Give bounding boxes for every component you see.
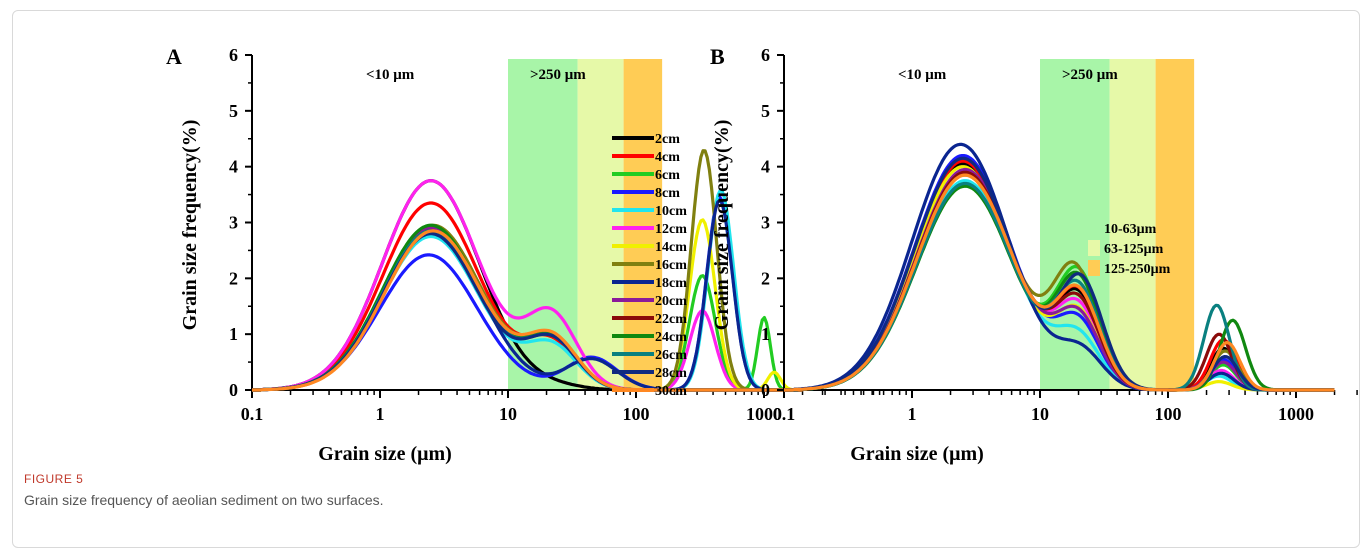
y-tick-label: 1 xyxy=(229,324,238,344)
legend-label: 125-250μm xyxy=(1104,262,1171,277)
xlabel-b: Grain size (μm) xyxy=(850,443,984,465)
legend-label: 22cm xyxy=(655,312,687,327)
panel-label-b: B xyxy=(710,44,725,69)
x-tick-label: 100 xyxy=(623,404,650,424)
x-tick-label: 0.1 xyxy=(241,404,264,424)
y-tick-label: 3 xyxy=(761,213,770,233)
x-tick-label: 1 xyxy=(908,404,917,424)
x-tick-label: 10 xyxy=(499,404,517,424)
legend-label: 2cm xyxy=(655,132,680,147)
legend-b: 10-63μm 63-125μm 125-250μm xyxy=(1088,220,1171,277)
series-line-b14 xyxy=(784,173,1335,392)
y-tick-label: 5 xyxy=(229,101,238,121)
y-tick-label: 2 xyxy=(761,268,770,288)
x-tick-label: 0.1 xyxy=(773,404,796,424)
legend-label: 8cm xyxy=(655,186,680,201)
band-1 xyxy=(1109,59,1156,390)
y-tick-label: 4 xyxy=(761,157,770,177)
legend-label: 26cm xyxy=(655,348,687,363)
legend-label: 63-125μm xyxy=(1104,242,1164,257)
legend-label: 10cm xyxy=(655,204,687,219)
annotation-gt250-a: >250 μm xyxy=(530,67,586,83)
y-tick-label: 2 xyxy=(229,268,238,288)
legend-label: 10-63μm xyxy=(1104,222,1157,237)
legend-label: 30cm xyxy=(655,384,687,399)
legend-label: 6cm xyxy=(655,168,680,183)
y-tick-label: 6 xyxy=(761,45,770,65)
legend-label: 18cm xyxy=(655,276,687,291)
y-tick-label: 3 xyxy=(229,213,238,233)
y-tick-label: 6 xyxy=(229,45,238,65)
y-tick-label: 5 xyxy=(761,101,770,121)
band-1 xyxy=(577,59,624,390)
x-tick-label: 10 xyxy=(1031,404,1049,424)
x-tick-label: 1000 xyxy=(1278,404,1314,424)
series-line-30cm xyxy=(252,229,803,392)
y-tick-label: 0 xyxy=(229,380,238,400)
figure-label: FIGURE 5 xyxy=(24,472,84,486)
figure-caption: Grain size frequency of aeolian sediment… xyxy=(24,492,384,508)
ylabel-b: Grain size frequency(%) xyxy=(711,120,733,331)
series-line-12cm xyxy=(252,179,803,392)
legend-a: 2cm 4cm 6cm 8cm 10cm 12cm 14cm 16cm 18cm 20cm 22cm… xyxy=(612,132,687,399)
series-a xyxy=(252,149,803,392)
legend-swatch xyxy=(1088,220,1100,236)
legend-label: 28cm xyxy=(655,366,687,381)
legend-label: 16cm xyxy=(655,258,687,273)
legend-swatch xyxy=(1088,240,1100,256)
legend-label: 20cm xyxy=(655,294,687,309)
x-tick-label: 100 xyxy=(1155,404,1182,424)
series-line-b8 xyxy=(784,142,1335,392)
annotation-lt10-b: <10 μm xyxy=(898,67,947,83)
legend-label: 4cm xyxy=(655,150,680,165)
figure-frame xyxy=(12,10,1360,548)
legend-label: 24cm xyxy=(655,330,687,345)
x-tick-label: 1 xyxy=(376,404,385,424)
y-tick-label: 0 xyxy=(761,380,770,400)
xlabel-a: Grain size (μm) xyxy=(318,443,452,465)
axes-b: 0 1 2 3 4 5 6 0.1 1 10 100 1000 xyxy=(761,45,1358,424)
y-tick-label: 4 xyxy=(229,157,238,177)
panel-label-a: A xyxy=(166,44,182,69)
panel-b: B 0 1 2 3 4 5 6 0.1 1 10 100 1000 <10 μm >250 μm 10… xyxy=(710,44,1358,465)
annotation-gt250-b: >250 μm xyxy=(1062,67,1118,83)
legend-label: 14cm xyxy=(655,240,687,255)
x-tick-label: 1000 xyxy=(746,404,782,424)
y-tick-label: 1 xyxy=(761,324,770,344)
band-2 xyxy=(1155,59,1195,390)
annotation-lt10-a: <10 μm xyxy=(366,67,415,83)
ylabel-a: Grain size frequency(%) xyxy=(179,120,201,331)
legend-swatch xyxy=(1088,260,1100,276)
legend-label: 12cm xyxy=(655,222,687,237)
series-b xyxy=(784,142,1335,392)
